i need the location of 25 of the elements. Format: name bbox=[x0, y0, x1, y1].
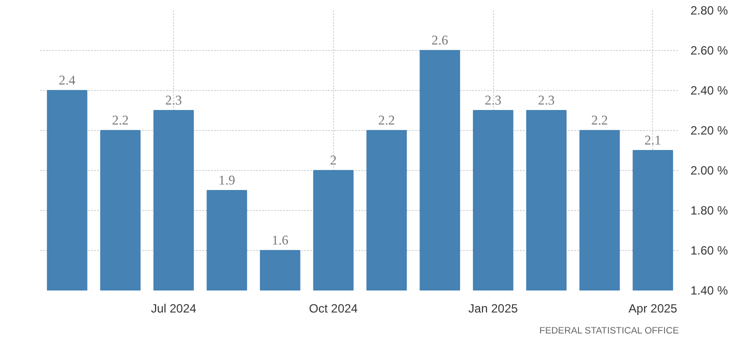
x-tick-label: Oct 2024 bbox=[309, 302, 358, 316]
x-tick-label: Apr 2025 bbox=[628, 302, 678, 316]
data-label: 2.6 bbox=[432, 32, 449, 48]
y-tick-label: 1.60 % bbox=[690, 244, 728, 258]
data-label: 2.2 bbox=[378, 112, 395, 128]
y-tick-label: 2.40 % bbox=[690, 84, 728, 98]
data-label: 2.3 bbox=[165, 92, 182, 108]
y-tick-label: 2.20 % bbox=[690, 124, 728, 138]
x-tick-label: Jul 2024 bbox=[150, 302, 197, 316]
data-label: 2.2 bbox=[591, 112, 608, 128]
data-label: 2.3 bbox=[484, 92, 502, 108]
y-tick-label: 2.60 % bbox=[690, 44, 728, 58]
y-tick-label: 1.80 % bbox=[690, 204, 728, 218]
data-label: 2.1 bbox=[644, 132, 662, 148]
data-label: 2.4 bbox=[58, 72, 76, 88]
text: FEDERAL STATISTICAL OFFICE bbox=[539, 326, 679, 336]
data-label: 2.2 bbox=[112, 112, 129, 128]
data-label: 1.9 bbox=[218, 172, 236, 188]
y-tick-label: 2.80 % bbox=[690, 4, 728, 18]
x-tick-label: Jan 2025 bbox=[468, 302, 518, 316]
y-tick-label: 1.40 % bbox=[690, 284, 728, 298]
y-tick-label: 2.00 % bbox=[690, 164, 728, 178]
data-label: 2 bbox=[330, 152, 337, 168]
data-label: 2.3 bbox=[538, 92, 556, 108]
data-label: 1.6 bbox=[272, 232, 289, 248]
